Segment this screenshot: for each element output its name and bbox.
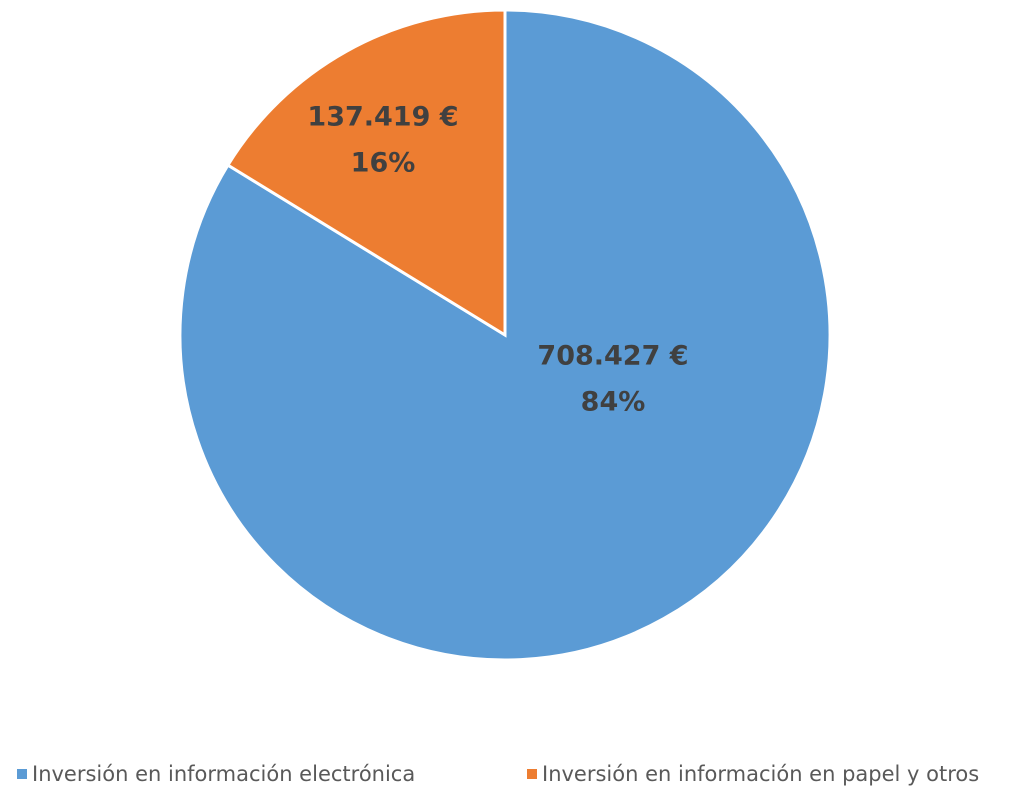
legend-swatch (527, 769, 537, 779)
percentage-label: 16% (351, 148, 416, 179)
pie-slice (225, 8, 507, 338)
value-label: 708.427 € (537, 341, 688, 372)
legend-label: Inversión en información electrónica (32, 762, 415, 786)
value-label: 137.419 € (307, 102, 458, 133)
legend-label: Inversión en información en papel y otro… (542, 762, 979, 786)
legend-swatch (17, 769, 27, 779)
percentage-label: 84% (581, 387, 646, 418)
